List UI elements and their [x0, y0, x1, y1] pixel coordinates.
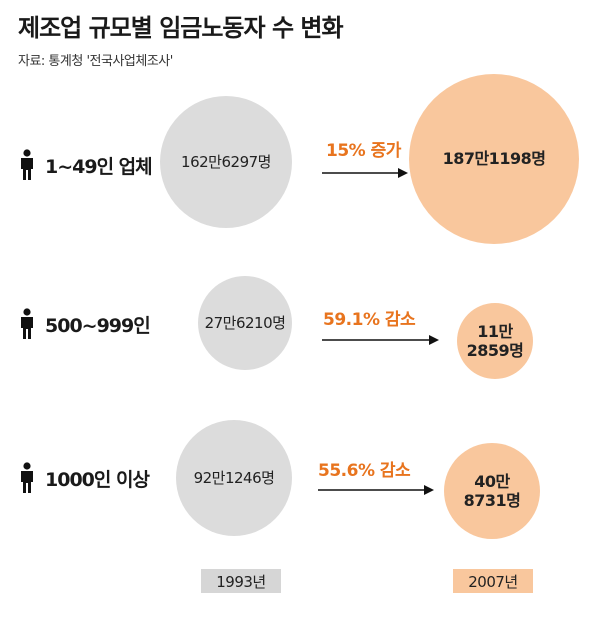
row-label-2: 500~999인 [18, 308, 151, 340]
circle-2007-row-2: 11만 2859명 [457, 303, 533, 379]
value-2007-label: 40만 8731명 [463, 471, 521, 510]
row-label-1: 1~49인 업체 [18, 149, 153, 181]
year-label-2007: 2007년 [453, 569, 533, 593]
category-label: 500~999인 [45, 314, 151, 337]
circle-2007-row-1: 187만1198명 [409, 74, 579, 244]
category-label: 1000인 이상 [45, 468, 150, 491]
source-note: 자료: 통계청 '전국사업체조사' [18, 54, 173, 69]
change-label-row-2: 59.1% 감소 [323, 310, 416, 330]
chart-title: 제조업 규모별 임금노동자 수 변화 [18, 14, 344, 42]
person-icon [21, 308, 33, 339]
arrow-icon [322, 335, 439, 345]
value-1993-label: 162만6297명 [181, 153, 271, 171]
year-label-1993: 1993년 [201, 569, 281, 593]
arrow-icon [322, 168, 408, 178]
circle-1993-row-1: 162만6297명 [160, 96, 292, 228]
value-1993-label: 27만6210명 [204, 314, 286, 332]
person-icon [21, 149, 33, 180]
category-label: 1~49인 업체 [45, 155, 153, 178]
value-2007-label: 187만1198명 [442, 149, 546, 169]
circle-1993-row-2: 27만6210명 [198, 276, 292, 370]
change-label-row-3: 55.6% 감소 [318, 461, 411, 481]
value-1993-label: 92만1246명 [193, 469, 275, 487]
change-label-row-1: 15% 증가 [326, 141, 401, 161]
circle-2007-row-3: 40만 8731명 [444, 443, 540, 539]
arrow-icon [318, 485, 434, 495]
circle-1993-row-3: 92만1246명 [176, 420, 292, 536]
row-label-3: 1000인 이상 [18, 462, 150, 494]
value-2007-label: 11만 2859명 [466, 321, 524, 360]
person-icon [21, 462, 33, 493]
